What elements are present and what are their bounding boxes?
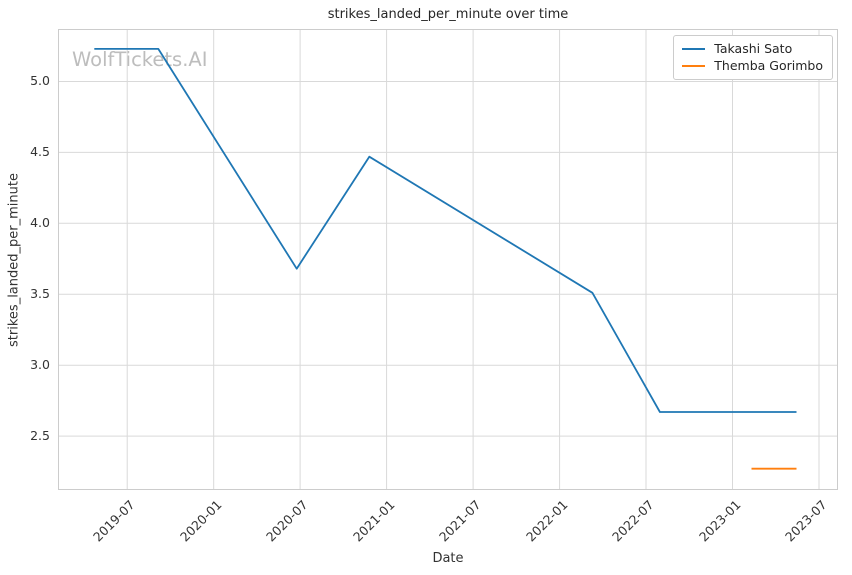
plot-area: Takashi Sato Themba Gorimbo [58, 29, 838, 490]
legend-line-swatch-blue [682, 47, 706, 50]
legend-label: Takashi Sato [714, 41, 793, 56]
x-tick-label: 2022-07 [609, 497, 657, 545]
y-tick-label: 2.5 [30, 428, 50, 444]
x-tick-label: 2023-07 [782, 497, 830, 545]
x-tick-label: 2021-07 [436, 497, 484, 545]
legend: Takashi Sato Themba Gorimbo [673, 35, 833, 80]
legend-label: Themba Gorimbo [714, 58, 823, 73]
chart-title: strikes_landed_per_minute over time [327, 7, 569, 22]
x-tick-label: 2022-01 [522, 497, 571, 545]
x-tick-label: 2021-01 [349, 497, 398, 545]
y-axis-label: strikes_landed_per_minute [6, 173, 22, 347]
watermark: WolfTickets.AI [72, 48, 208, 71]
y-tick-label: 4.0 [30, 215, 50, 231]
legend-entry: Takashi Sato [682, 40, 823, 57]
y-tick-label: 3.0 [30, 357, 50, 373]
y-tick-label: 3.5 [30, 286, 50, 302]
legend-entry: Themba Gorimbo [682, 57, 823, 74]
x-tick-label: 2020-01 [176, 497, 225, 545]
plot-canvas [58, 29, 838, 490]
y-tick-label: 4.5 [30, 144, 50, 160]
x-tick-label: 2019-07 [90, 497, 138, 545]
legend-line-swatch-orange [682, 64, 706, 67]
x-tick-label: 2023-01 [695, 497, 744, 545]
x-tick-label: 2020-07 [263, 497, 311, 545]
y-tick-label: 5.0 [30, 73, 50, 89]
x-axis-label: Date [432, 551, 464, 566]
